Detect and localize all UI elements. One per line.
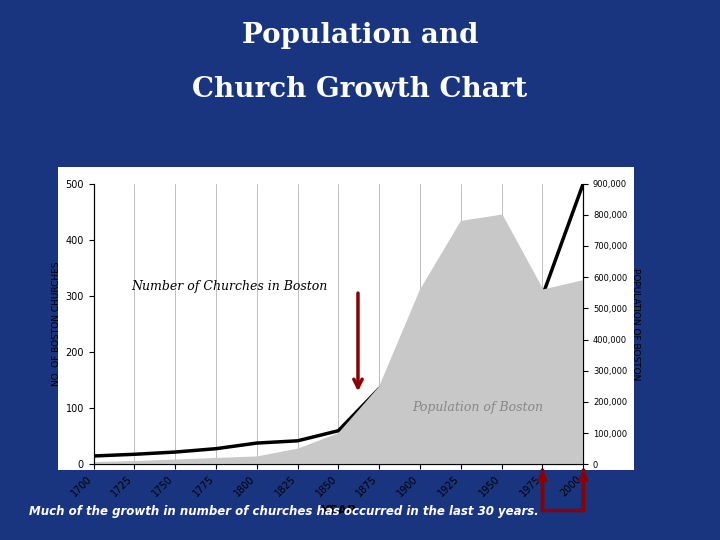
Text: Population of Boston: Population of Boston [412, 401, 543, 414]
Y-axis label: POPULATION OF BOSTON: POPULATION OF BOSTON [631, 268, 640, 380]
Y-axis label: NO. OF BOSTON CHURCHES: NO. OF BOSTON CHURCHES [53, 262, 61, 386]
Text: Church Growth Chart: Church Growth Chart [192, 76, 528, 103]
Text: Much of the growth in number of churches has occurred in the last 30 years.: Much of the growth in number of churches… [29, 505, 539, 518]
Text: Population and: Population and [242, 22, 478, 49]
Text: Number of Churches in Boston: Number of Churches in Boston [131, 280, 328, 293]
X-axis label: YEAR: YEAR [320, 504, 357, 517]
